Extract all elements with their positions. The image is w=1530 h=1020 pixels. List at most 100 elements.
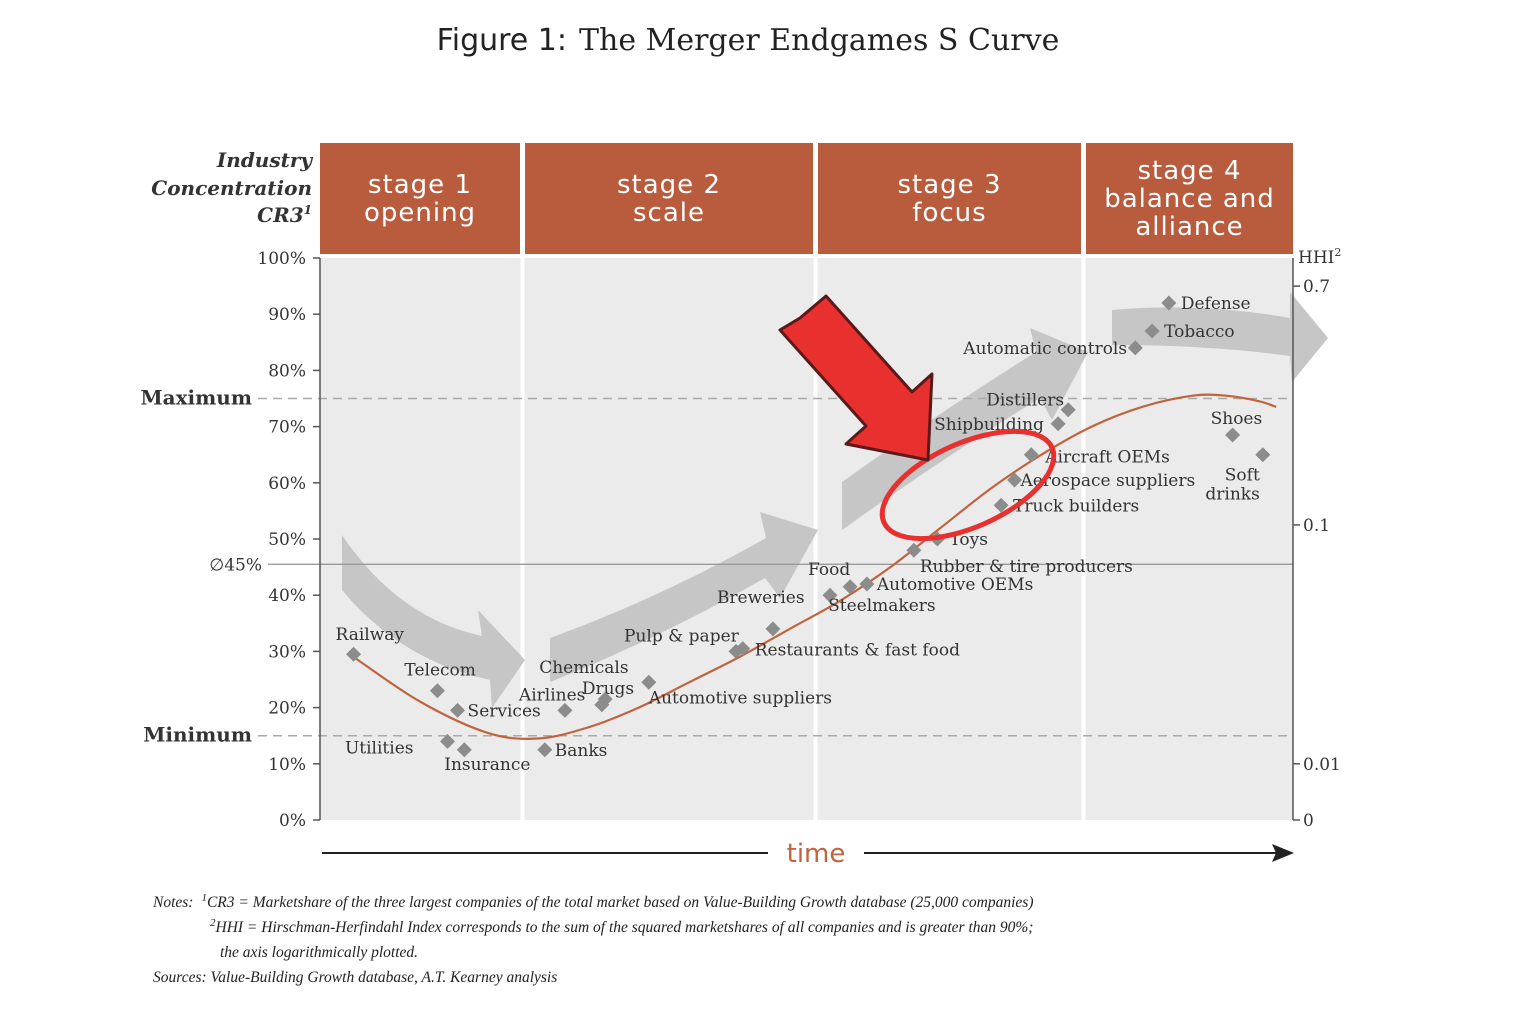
point-marker bbox=[1161, 295, 1177, 311]
time-arrowhead-icon bbox=[1272, 844, 1294, 862]
point-label: Telecom bbox=[404, 661, 475, 681]
point-label: Truck builders bbox=[1013, 496, 1139, 516]
stage-1-label-line1: stage 1 bbox=[368, 170, 472, 200]
industry-labels: Railway Telecom Services Utilities Insurance… bbox=[336, 294, 1263, 775]
point-marker bbox=[456, 742, 472, 758]
y-axis-title-line2: Concentration bbox=[151, 176, 312, 200]
reference-lines: Maximum Minimum ∅45% bbox=[141, 386, 1293, 747]
point-label: Defense bbox=[1181, 294, 1251, 314]
stage-header-1 bbox=[320, 143, 520, 254]
point-label: Soft bbox=[1225, 466, 1260, 486]
point-label: Tobacco bbox=[1164, 322, 1235, 342]
point-marker bbox=[1060, 402, 1076, 418]
notes: Notes: 1CR3 = Marketshare of the three la… bbox=[152, 892, 1034, 986]
y-tick-label: 50% bbox=[268, 530, 306, 550]
y2-tick-label: 0.7 bbox=[1303, 277, 1330, 297]
point-label: Chemicals bbox=[539, 658, 628, 678]
point-marker bbox=[822, 587, 838, 603]
stage-2-label-line2: scale bbox=[633, 198, 705, 228]
trend-arrow-stage4 bbox=[1112, 292, 1328, 382]
point-label: Railway bbox=[336, 625, 405, 645]
point-label: Distillers bbox=[986, 391, 1064, 411]
y-axis-ticks: 0% 10% 20% 30% 40% 50% 60% 70% 80% 90% 100% bbox=[257, 249, 320, 831]
point-marker bbox=[1144, 323, 1160, 339]
stage-header-2 bbox=[525, 143, 813, 254]
y2-axis-title: HHI2 bbox=[1298, 246, 1341, 268]
stage-3-label-line1: stage 3 bbox=[898, 170, 1002, 200]
point-label-cont: drinks bbox=[1205, 485, 1259, 505]
point-marker bbox=[735, 641, 751, 657]
point-marker bbox=[557, 702, 573, 718]
y-tick-label: 60% bbox=[268, 474, 306, 494]
y-tick-label: 40% bbox=[268, 586, 306, 606]
point-label: Utilities bbox=[345, 738, 414, 758]
stage-1-label-line2: opening bbox=[364, 198, 476, 228]
highlight-ellipse bbox=[879, 428, 1057, 542]
y-tick-label: 100% bbox=[257, 249, 306, 269]
y2-axis-ticks: 0.7 0.1 0.01 0 bbox=[1293, 277, 1341, 831]
figure-title: Figure 1: The Merger Endgames S Curve bbox=[437, 23, 1060, 58]
s-curve-line bbox=[352, 393, 1277, 740]
point-label: Airlines bbox=[518, 685, 585, 705]
y-tick-label: 70% bbox=[268, 418, 306, 438]
point-marker bbox=[429, 683, 445, 699]
stage-4-label-line3: alliance bbox=[1135, 212, 1243, 242]
point-label: Aerospace suppliers bbox=[1020, 471, 1196, 491]
point-label: Drugs bbox=[582, 679, 634, 699]
point-label: Insurance bbox=[444, 755, 530, 775]
point-label: Automotive OEMs bbox=[876, 575, 1033, 595]
trend-arrow-stage1 bbox=[342, 535, 525, 708]
y-tick-label: 80% bbox=[268, 361, 306, 381]
point-marker bbox=[842, 579, 858, 595]
stage-2-label-line1: stage 2 bbox=[617, 170, 721, 200]
y-tick-label: 90% bbox=[268, 305, 306, 325]
y2-tick-label: 0.01 bbox=[1303, 755, 1341, 775]
y-axis-title: Industry Concentration CR31 bbox=[151, 148, 313, 227]
sources-line: Sources: Value-Building Growth database,… bbox=[153, 969, 557, 986]
point-label: Automatic controls bbox=[962, 339, 1127, 359]
point-marker bbox=[346, 646, 362, 662]
point-marker bbox=[641, 674, 657, 690]
point-marker bbox=[906, 542, 922, 558]
stage-header-3 bbox=[818, 143, 1081, 254]
stage-3-label-line2: focus bbox=[912, 198, 986, 228]
point-label: Food bbox=[808, 560, 850, 580]
title-prefix: Figure 1: bbox=[437, 23, 567, 58]
point-marker bbox=[1023, 447, 1039, 463]
point-marker bbox=[1255, 447, 1271, 463]
point-marker bbox=[993, 497, 1009, 513]
stage-4-label-line1: stage 4 bbox=[1138, 156, 1242, 186]
stage-4-label-line2: balance and bbox=[1104, 184, 1275, 214]
reference-label-1: Maximum bbox=[141, 386, 252, 410]
point-label: Automotive suppliers bbox=[648, 688, 832, 708]
y-tick-label: 20% bbox=[268, 699, 306, 719]
y-tick-label: 10% bbox=[268, 755, 306, 775]
note-line3: the axis logarithmically plotted. bbox=[220, 944, 418, 961]
point-marker bbox=[1050, 416, 1066, 432]
y-axis-title-line1: Industry bbox=[216, 148, 313, 172]
reference-label-3: ∅45% bbox=[209, 555, 262, 575]
stage-header-4 bbox=[1086, 143, 1293, 254]
y2-tick-label: 0.1 bbox=[1303, 516, 1330, 536]
point-marker bbox=[439, 733, 455, 749]
point-marker bbox=[594, 697, 610, 713]
y2-tick-label: 0 bbox=[1303, 811, 1314, 831]
point-label: Breweries bbox=[717, 588, 805, 608]
red-arrow-icon bbox=[778, 294, 934, 462]
point-marker bbox=[537, 742, 553, 758]
y-axis-title-line3: CR31 bbox=[257, 203, 312, 227]
time-label: time bbox=[787, 839, 846, 869]
reference-label-2: Minimum bbox=[143, 723, 252, 747]
point-label: Pulp & paper bbox=[624, 626, 740, 646]
note-line1: Notes: 1CR3 = Marketshare of the three la… bbox=[152, 892, 1034, 911]
point-label: Services bbox=[468, 701, 541, 721]
point-marker bbox=[765, 621, 781, 637]
note-line2: 2HHI = Hirschman-Herfindahl Index corres… bbox=[210, 917, 1033, 936]
point-label: Restaurants & fast food bbox=[755, 641, 960, 661]
trend-arrow-stage2 bbox=[550, 512, 818, 682]
point-marker bbox=[859, 576, 875, 592]
point-marker bbox=[1007, 472, 1023, 488]
point-label: Rubber & tire producers bbox=[920, 557, 1133, 577]
